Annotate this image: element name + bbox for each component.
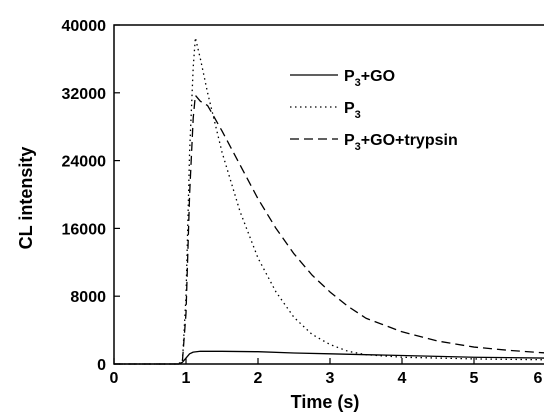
x-tick-label: 2	[254, 370, 263, 387]
x-tick-label: 4	[398, 370, 407, 387]
y-tick-label: 0	[97, 357, 106, 374]
y-tick-label: 8000	[70, 289, 106, 306]
legend-label-2: P3	[344, 100, 361, 121]
series-line-1	[114, 350, 544, 365]
legend: P3+GO P3 P3+GO+trypsin	[290, 68, 458, 153]
y-tick-label: 16000	[62, 221, 107, 238]
x-tick-label: 3	[326, 370, 335, 387]
y-tick-label: 32000	[62, 86, 107, 103]
x-tick-label: 6	[534, 370, 543, 387]
x-tick-label: 1	[182, 370, 191, 387]
series-line-2	[114, 37, 544, 365]
legend-label-1: P3+GO	[344, 68, 395, 89]
plot-frame	[113, 24, 544, 365]
x-axis-title: Time (s)	[291, 392, 360, 412]
y-tick-label: 24000	[62, 154, 107, 171]
series-layer	[114, 37, 544, 365]
x-tick-label: 5	[470, 370, 479, 387]
axis-ticks: 0 1 2 3 4 5 6 0 8000 16000 24000 32000 40000	[62, 18, 543, 387]
plot-border	[113, 24, 544, 365]
legend-label-3: P3+GO+trypsin	[344, 132, 458, 153]
y-tick-label: 40000	[62, 18, 107, 35]
series-line-3	[114, 94, 544, 365]
x-tick-label: 0	[110, 370, 119, 387]
y-axis-title: CL intensity	[16, 147, 36, 250]
